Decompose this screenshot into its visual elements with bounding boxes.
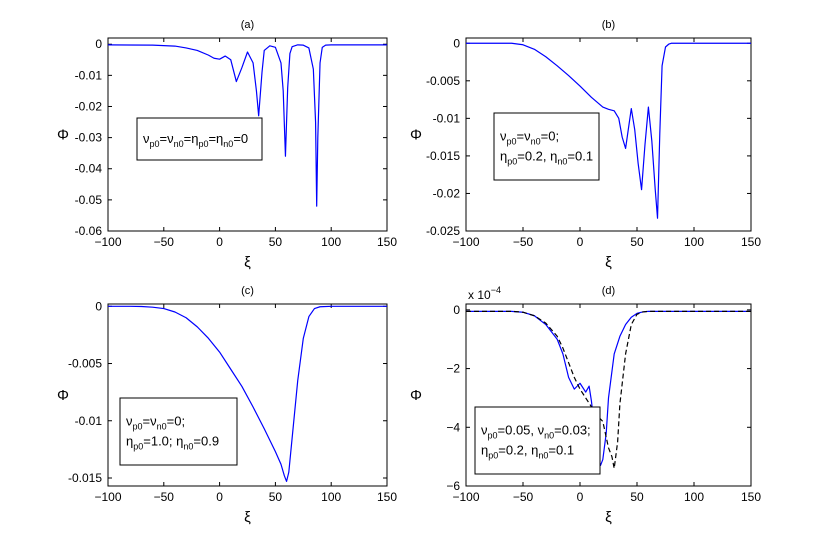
- x-tick-label: 100: [321, 490, 341, 504]
- x-tick-label: 150: [741, 490, 761, 504]
- x-tick-label: 150: [377, 490, 397, 504]
- y-tick-label: -0.03: [75, 131, 103, 145]
- x-tick-label: 50: [269, 490, 283, 504]
- series-line-1: [466, 42, 751, 219]
- y-tick-label: -0.06: [75, 224, 103, 238]
- legend-frame: [493, 112, 600, 181]
- x-axis-label: ξ: [605, 509, 612, 526]
- series-line-2: [466, 310, 751, 469]
- y-axis-label: Φ: [410, 127, 422, 144]
- y-tick-label: 0: [453, 303, 460, 317]
- legend-box: νp0=νn0=0; ηp0=0.2, ηn0=0.1: [493, 112, 600, 181]
- x-tick-label: 50: [630, 490, 644, 504]
- x-tick-label: −100: [94, 235, 121, 249]
- legend-line-2: ηp0=1.0; ηn0=0.9: [126, 434, 219, 452]
- x-tick-label: 0: [216, 490, 223, 504]
- subplot-d: (d) −100 −50 0 50 100 150 0 −2 −4 −6 ξ Φx 10−4 νp0=0.…: [410, 285, 761, 526]
- x-tick-label: 100: [321, 235, 341, 249]
- panel-title: (d): [602, 285, 615, 297]
- y-tick-label: -0.005: [68, 357, 102, 371]
- y-tick-label: 0: [95, 37, 102, 51]
- x-axis-label: ξ: [244, 254, 251, 271]
- y-scale-exponent: x 10−4: [468, 285, 501, 302]
- subplot-b: (b) −100 −50 0 50 100 150 0 -0.005 -0.01 -0.015 -0.…: [410, 19, 761, 271]
- x-tick-label: −100: [94, 490, 121, 504]
- y-tick-label: −2: [446, 362, 460, 376]
- legend-line-1: νp0=νn0=0;: [126, 414, 185, 432]
- x-tick-label: −50: [513, 490, 534, 504]
- y-tick-label: -0.02: [75, 99, 103, 113]
- x-tick-label: −50: [154, 235, 175, 249]
- series-line-1: [108, 44, 387, 207]
- y-tick-label: -0.015: [68, 471, 102, 485]
- y-tick-label: −6: [446, 479, 460, 493]
- x-tick-label: 50: [269, 235, 283, 249]
- x-tick-label: 0: [577, 235, 584, 249]
- y-axis-label: Φ: [57, 127, 69, 144]
- y-tick-label: −4: [446, 420, 460, 434]
- x-tick-label: 150: [741, 235, 761, 249]
- legend-frame: [119, 397, 238, 466]
- legend-box: νp0=νn0=ηp0=ηn0=0: [136, 117, 263, 161]
- legend-line-1: νp0=νn0=ηp0=ηn0=0: [143, 131, 248, 149]
- x-tick-label: 50: [630, 235, 644, 249]
- y-tick-label: -0.025: [426, 224, 460, 238]
- subplot-c: (c) −100 −50 0 50 100 150 0 -0.005 -0.01 -0.015 ξ Φν…: [57, 285, 397, 526]
- y-tick-label: -0.01: [75, 68, 103, 82]
- x-tick-label: −100: [452, 235, 479, 249]
- y-tick-label: -0.02: [433, 186, 461, 200]
- x-axis-label: ξ: [605, 254, 612, 271]
- panel-title: (a): [241, 19, 254, 31]
- series-line-1: [108, 305, 387, 483]
- y-tick-label: 0: [453, 36, 460, 50]
- legend-line-1: νp0=νn0=0;: [500, 129, 559, 147]
- y-axis-label: Φ: [57, 387, 69, 404]
- x-tick-label: −100: [452, 490, 479, 504]
- panel-title: (c): [241, 285, 254, 297]
- y-tick-label: -0.01: [75, 414, 103, 428]
- y-tick-label: -0.04: [75, 162, 103, 176]
- subplot-a: (a) −100 −50 0 50 100 150 0 -0.01 -0.02 -0.03 -0.04…: [57, 19, 397, 271]
- y-tick-label: -0.015: [426, 149, 460, 163]
- x-tick-label: 100: [684, 490, 704, 504]
- legend-line-2: ηp0=0.2, ηn0=0.1: [500, 149, 593, 167]
- legend-frame: [136, 117, 263, 161]
- x-tick-label: 150: [377, 235, 397, 249]
- panel-title: (b): [602, 19, 615, 31]
- y-axis-label: Φ: [410, 387, 422, 404]
- y-tick-label: -0.005: [426, 74, 460, 88]
- y-tick-label: -0.05: [75, 193, 103, 207]
- legend-line-2: ηp0=0.2, ηn0=0.1: [481, 443, 574, 461]
- x-tick-label: 100: [684, 235, 704, 249]
- legend-box: νp0=νn0=0; ηp0=1.0; ηn0=0.9: [119, 397, 238, 466]
- x-axis-label: ξ: [244, 509, 251, 526]
- y-tick-label: -0.01: [433, 111, 461, 125]
- x-tick-label: −50: [154, 490, 175, 504]
- legend-frame: [474, 406, 601, 475]
- y-tick-label: 0: [95, 299, 102, 313]
- x-tick-label: 0: [216, 235, 223, 249]
- x-tick-label: 0: [577, 490, 584, 504]
- legend-line-1: νp0=0.05, νn0=0.03;: [481, 423, 591, 441]
- x-tick-label: −50: [513, 235, 534, 249]
- legend-box: νp0=0.05, νn0=0.03; ηp0=0.2, ηn0=0.1: [474, 406, 601, 475]
